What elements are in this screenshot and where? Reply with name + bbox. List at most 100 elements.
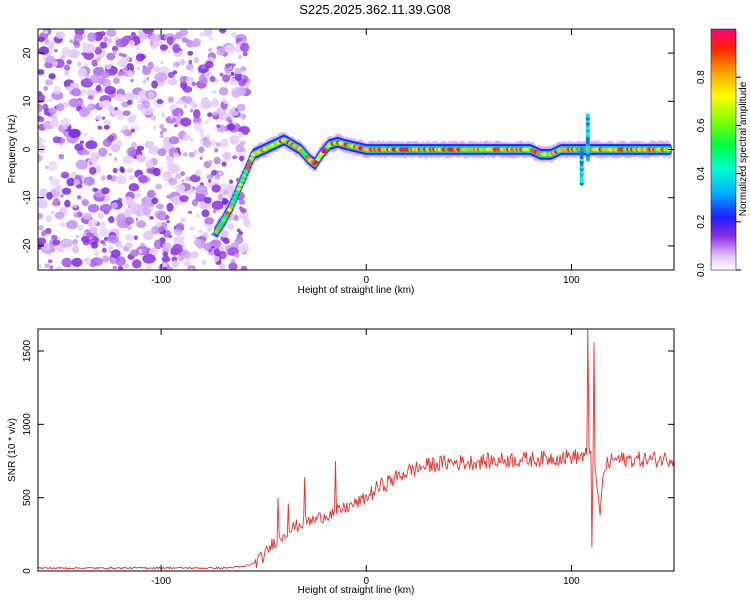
heatmap-cell (207, 224, 212, 228)
heatmap-cell (123, 128, 131, 137)
heatmap-cell (74, 29, 85, 36)
heatmap-cell (229, 204, 234, 209)
heatmap-cell (91, 59, 98, 67)
heatmap-cell (227, 207, 232, 212)
heatmap-cell (89, 161, 93, 166)
heatmap-cell (151, 197, 159, 205)
heatmap-cell (214, 229, 219, 234)
heatmap-cell (116, 243, 124, 249)
heatmap-cell (172, 61, 181, 68)
heatmap-cell (212, 111, 219, 117)
heatmap-cell (52, 239, 61, 246)
heatmap-cell (220, 138, 229, 148)
heatmap-cell (190, 251, 199, 259)
heatmap-cell (200, 64, 207, 70)
heatmap-cell (201, 209, 210, 218)
colorbar-ticks: 0.0 0.2 0.4 0.6 0.8 (696, 70, 741, 277)
heatmap-cell (175, 173, 182, 179)
heatmap-cell (116, 140, 123, 147)
colorbar-tick-label: 0.6 (696, 118, 707, 132)
snr-series-line (38, 329, 674, 570)
heatmap-cell (186, 39, 194, 48)
heatmap-cell (38, 237, 47, 246)
heatmap-cell (147, 91, 155, 99)
heatmap-cell (239, 206, 243, 210)
heatmap-cell (238, 54, 243, 60)
heatmap-cell (218, 171, 223, 176)
heatmap-cell (159, 131, 164, 135)
colorbar-tick-label: 0.0 (696, 263, 707, 277)
heatmap-cell (212, 255, 220, 262)
heatmap-cell (79, 107, 90, 118)
heatmap-cell (125, 242, 134, 249)
heatmap-cell (77, 224, 84, 232)
heatmap-cell (81, 199, 90, 207)
heatmap-cell (162, 251, 169, 257)
heatmap-cell (83, 258, 88, 262)
heatmap-cell (182, 152, 188, 157)
heatmap-cell (243, 169, 249, 174)
heatmap-cell (98, 147, 108, 157)
heatmap-cell (141, 197, 147, 203)
snr-x-ticks: -100 0 100 (151, 329, 580, 587)
heatmap-cell (175, 183, 186, 193)
heatmap-cell (38, 46, 50, 55)
heatmap-cell (136, 66, 141, 71)
heatmap-cell (126, 146, 137, 157)
heatmap-cell (117, 71, 123, 77)
heatmap-cell (152, 167, 161, 177)
heatmap-cell (126, 168, 134, 173)
heatmap-cell (229, 179, 234, 184)
y-tick-label: -10 (22, 190, 33, 205)
heatmap-cell (65, 86, 71, 91)
heatmap-cell (136, 154, 144, 160)
heatmap-cell (218, 112, 228, 121)
heatmap-cell (49, 119, 60, 128)
heatmap-cell (185, 63, 194, 71)
heatmap-cell (241, 174, 247, 179)
heatmap-cell (189, 69, 194, 73)
heatmap-cell (206, 134, 211, 139)
x-tick-label: 100 (563, 576, 580, 587)
heatmap-cell (207, 159, 213, 165)
heatmap-cell (221, 217, 227, 222)
heatmap-cell (38, 212, 44, 220)
heatmap-cell (207, 47, 213, 52)
heatmap-cell (179, 236, 186, 241)
heatmap-cell (175, 222, 185, 231)
heatmap-cell (200, 96, 210, 107)
heatmap-cell (71, 87, 82, 97)
heatmap-cell (136, 245, 150, 256)
heatmap-cell (38, 155, 42, 160)
heatmap-cell (132, 114, 138, 119)
heatmap-cell (214, 78, 220, 83)
heatmap-cell (112, 167, 118, 174)
heatmap-cell (112, 265, 117, 270)
heatmap-cell (219, 183, 228, 191)
heatmap-cell (197, 229, 204, 234)
heatmap-cell (237, 131, 244, 139)
heatmap-cell (173, 124, 178, 128)
heatmap-cell (142, 206, 151, 216)
heatmap-cell (68, 98, 81, 108)
heatmap-cell (38, 199, 48, 209)
heatmap-cell (107, 234, 119, 244)
heatmap-cell (229, 106, 240, 116)
heatmap-cell (123, 67, 129, 71)
heatmap-cell (209, 36, 214, 41)
colorbar-gradient (711, 29, 736, 270)
heatmap-cell (126, 62, 135, 73)
heatmap-cell (89, 74, 101, 84)
heatmap-cell (245, 165, 251, 170)
spectrogram-x-label: Height of straight line (km) (298, 285, 415, 296)
heatmap-cell (172, 243, 183, 253)
heatmap-cell (55, 103, 65, 112)
heatmap-cell (214, 175, 221, 180)
heatmap-cell (67, 48, 80, 59)
heatmap-cell (131, 259, 142, 269)
heatmap-cell (77, 100, 84, 105)
heatmap-cell (169, 114, 174, 119)
heatmap-cell (111, 202, 119, 209)
heatmap-cell (208, 248, 213, 253)
heatmap-cell (180, 117, 192, 127)
